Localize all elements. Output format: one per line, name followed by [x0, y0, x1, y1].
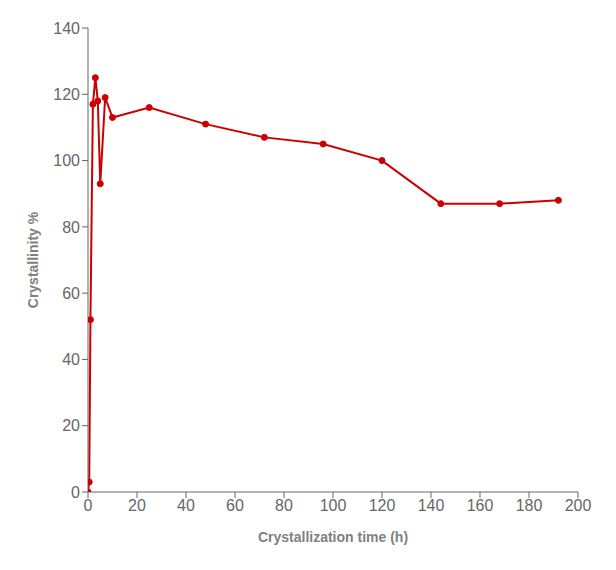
- svg-text:140: 140: [418, 497, 445, 514]
- svg-text:40: 40: [62, 351, 80, 368]
- svg-text:120: 120: [53, 86, 80, 103]
- svg-text:Crystallinity %: Crystallinity %: [25, 211, 41, 308]
- svg-text:40: 40: [177, 497, 195, 514]
- svg-text:80: 80: [275, 497, 293, 514]
- svg-text:0: 0: [84, 497, 93, 514]
- svg-text:200: 200: [565, 497, 592, 514]
- svg-text:100: 100: [53, 152, 80, 169]
- svg-text:100: 100: [320, 497, 347, 514]
- svg-text:60: 60: [62, 285, 80, 302]
- svg-text:Crystallization time (h): Crystallization time (h): [258, 529, 408, 545]
- svg-text:20: 20: [128, 497, 146, 514]
- svg-text:20: 20: [62, 417, 80, 434]
- svg-text:60: 60: [226, 497, 244, 514]
- svg-text:0: 0: [71, 484, 80, 501]
- svg-text:120: 120: [369, 497, 396, 514]
- svg-text:160: 160: [467, 497, 494, 514]
- svg-text:80: 80: [62, 219, 80, 236]
- svg-text:140: 140: [53, 20, 80, 37]
- svg-text:180: 180: [516, 497, 543, 514]
